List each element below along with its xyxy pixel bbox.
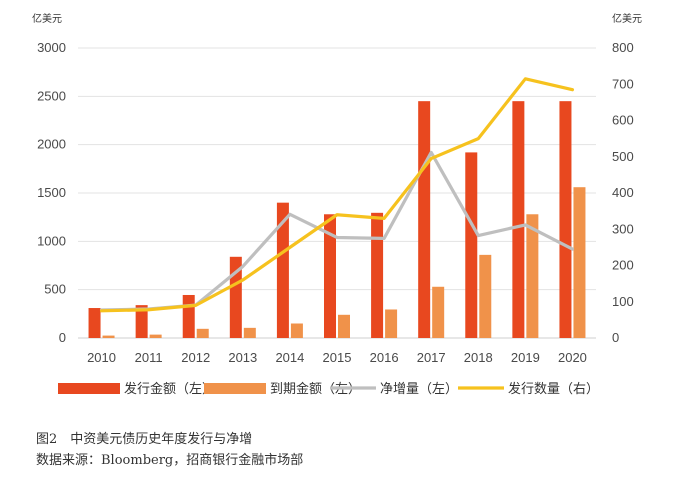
issuance-bar (324, 214, 336, 338)
issuance-bar (418, 101, 431, 339)
legend-swatch (204, 383, 266, 394)
legend-net-increase: 净增量（左） (330, 382, 458, 397)
x-tick-label: 2010 (87, 350, 116, 365)
legend-label: 到期金额（左） (270, 381, 361, 397)
x-tick-label: 2016 (370, 350, 399, 365)
left-tick-label: 1500 (37, 185, 66, 200)
issuance-bar (559, 101, 572, 339)
x-tick-label: 2015 (323, 350, 352, 365)
source-note: 数据来源：Bloomberg，招商银行金融市场部 (36, 453, 304, 468)
net-increase-line (99, 150, 575, 312)
legend: 发行金额（左） 到期金额（左） 净增量（左） 发行数量（右） (58, 381, 599, 397)
left-tick-label: 500 (44, 282, 66, 297)
right-tick-label: 400 (612, 185, 634, 200)
right-axis-unit: 亿美元 (612, 12, 642, 25)
x-tick-label: 2020 (558, 350, 587, 365)
maturity-bar (385, 309, 398, 338)
maturity-bar (526, 214, 539, 338)
maturity-bar (196, 328, 209, 338)
right-tick-label: 700 (612, 76, 634, 91)
issuance-bar (88, 308, 101, 338)
legend-issuance: 发行金额（左） (58, 381, 215, 397)
issuance-bar (182, 294, 195, 338)
maturity-bar (290, 323, 303, 338)
legend-maturity: 到期金额（左） (204, 381, 361, 397)
right-tick-label: 600 (612, 113, 634, 128)
issuance-bar (135, 305, 148, 338)
x-tick-label: 2013 (228, 350, 257, 365)
x-tick-label: 2018 (464, 350, 493, 365)
x-axis: 2010 2011 2012 2013 2014 2015 2016 2017 2018 2019… (87, 350, 587, 365)
left-tick-label: 1000 (37, 233, 66, 248)
right-tick-label: 200 (612, 258, 634, 273)
gridlines (78, 47, 596, 339)
maturity-bar (149, 334, 162, 338)
x-tick-label: 2011 (135, 350, 163, 365)
left-tick-label: 3000 (37, 40, 66, 55)
issuance-count-line (99, 77, 575, 313)
figure-caption: 图2 中资美元债历史年度发行与净增 (36, 432, 253, 447)
bars (88, 101, 586, 339)
left-tick-label: 2000 (37, 137, 66, 152)
right-axis: 0 100 200 300 400 500 600 700 800 (612, 40, 634, 345)
legend-issuance-count: 发行数量（右） (458, 381, 599, 397)
x-tick-label: 2017 (417, 350, 446, 365)
left-tick-label: 2500 (37, 88, 66, 103)
maturity-bar (102, 335, 115, 338)
right-tick-label: 100 (612, 294, 634, 309)
x-tick-label: 2012 (181, 350, 210, 365)
x-tick-label: 2019 (511, 350, 540, 365)
right-tick-label: 300 (612, 221, 634, 236)
maturity-bar (479, 254, 492, 338)
issuance-bar (512, 101, 525, 339)
x-tick-label: 2014 (275, 350, 304, 365)
issuance-bar (229, 256, 242, 338)
maturity-bar (338, 314, 350, 338)
maturity-bar (243, 327, 256, 338)
right-tick-label: 500 (612, 149, 634, 164)
issuance-bar (276, 202, 289, 338)
left-axis: 0 500 1000 1500 2000 2500 3000 (37, 40, 66, 345)
issuance-bar (465, 152, 478, 338)
legend-label: 净增量（左） (380, 382, 458, 397)
maturity-bar (432, 286, 445, 338)
legend-label: 发行金额（左） (124, 381, 215, 397)
lines (99, 77, 575, 313)
left-axis-unit: 亿美元 (32, 12, 62, 25)
issuance-bar (371, 212, 384, 338)
right-tick-label: 800 (612, 40, 634, 55)
legend-swatch (58, 383, 120, 394)
chart: 0 500 1000 1500 2000 2500 3000 0 100 200 300 400 50… (32, 12, 642, 397)
left-tick-label: 0 (59, 330, 66, 345)
legend-label: 发行数量（右） (508, 381, 599, 397)
maturity-bar (573, 187, 586, 338)
right-tick-label: 0 (612, 330, 619, 345)
